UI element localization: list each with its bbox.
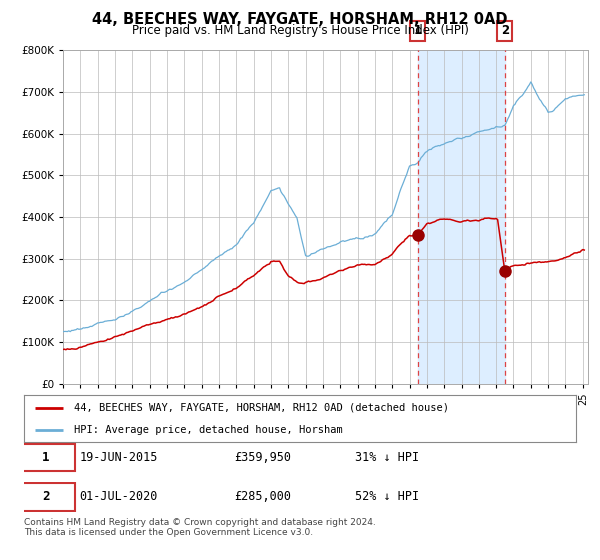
- Text: £285,000: £285,000: [234, 491, 291, 503]
- Text: 2: 2: [501, 24, 509, 37]
- FancyBboxPatch shape: [16, 444, 76, 472]
- Text: 44, BEECHES WAY, FAYGATE, HORSHAM, RH12 0AD (detached house): 44, BEECHES WAY, FAYGATE, HORSHAM, RH12 …: [74, 403, 449, 413]
- Bar: [418, 50, 505, 384]
- Text: 52% ↓ HPI: 52% ↓ HPI: [355, 491, 419, 503]
- Text: HPI: Average price, detached house, Horsham: HPI: Average price, detached house, Hors…: [74, 424, 343, 435]
- Text: 01-JUL-2020: 01-JUL-2020: [79, 491, 158, 503]
- Text: £359,950: £359,950: [234, 451, 291, 464]
- Text: 19-JUN-2015: 19-JUN-2015: [79, 451, 158, 464]
- Text: 1: 1: [413, 24, 422, 37]
- FancyBboxPatch shape: [16, 483, 76, 511]
- Text: 44, BEECHES WAY, FAYGATE, HORSHAM, RH12 0AD: 44, BEECHES WAY, FAYGATE, HORSHAM, RH12 …: [92, 12, 508, 27]
- Text: Contains HM Land Registry data © Crown copyright and database right 2024.
This d: Contains HM Land Registry data © Crown c…: [24, 518, 376, 538]
- Text: 1: 1: [42, 451, 49, 464]
- Text: Price paid vs. HM Land Registry's House Price Index (HPI): Price paid vs. HM Land Registry's House …: [131, 24, 469, 36]
- Text: 31% ↓ HPI: 31% ↓ HPI: [355, 451, 419, 464]
- Text: 2: 2: [42, 491, 49, 503]
